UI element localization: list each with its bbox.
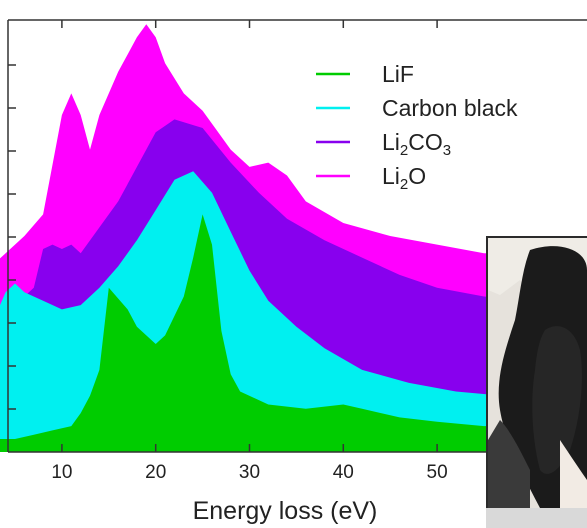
legend: LiF Carbon black Li2CO3 Li2O [316,61,518,193]
area-series-group [0,24,559,452]
y-tick-group [8,64,16,410]
presenter-photo-inset [486,236,587,528]
legend-label: Li2O [382,163,426,193]
legend-label: Li2CO3 [382,129,451,159]
x-axis-label: Energy loss (eV) [193,497,378,525]
x-tick-group: 10 20 30 40 50 [51,20,448,483]
legend-label: Carbon black [382,95,518,121]
x-tick-label: 50 [427,462,448,483]
x-tick-label: 30 [239,462,260,483]
x-tick-label: 10 [51,462,72,483]
legend-label: LiF [382,61,414,87]
x-tick-label: 20 [145,462,166,483]
area-series-lif [0,214,559,452]
x-tick-label: 40 [333,462,354,483]
